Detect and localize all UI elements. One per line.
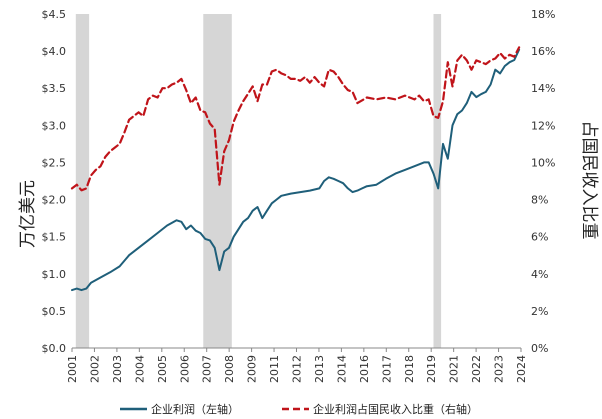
axis-ticks: $0.0 $0.5 $1.0 $1.5 $2.0 $2.5 $3.0 $3.5 $4.0 $4.5… xyxy=(42,8,556,383)
x-tick-label: 2007 xyxy=(201,355,214,383)
x-tick-label: 2016 xyxy=(358,355,371,383)
x-tick-label: 2019 xyxy=(425,355,438,383)
x-tick-label: 2011 xyxy=(268,355,281,383)
left-tick-label: $3.5 xyxy=(42,82,67,95)
x-tick-label: 2002 xyxy=(88,355,101,383)
series-line-share xyxy=(70,46,521,192)
right-tick-label: 10% xyxy=(531,156,555,169)
left-tick-label: $2.0 xyxy=(42,194,67,207)
legend-label-profit: 企业利润（左轴） xyxy=(151,402,239,416)
recession-band-2 xyxy=(433,14,442,348)
x-tick-label: 2003 xyxy=(111,355,124,383)
legend: 企业利润（左轴） 企业利润占国民收入比重（右轴） xyxy=(120,402,478,416)
recession-band-0 xyxy=(75,14,90,348)
legend-label-share: 企业利润占国民收入比重（右轴） xyxy=(313,402,478,416)
left-tick-label: $1.0 xyxy=(42,268,67,281)
x-tick-label: 2008 xyxy=(223,355,236,383)
left-tick-label: $4.0 xyxy=(42,45,67,58)
left-tick-label: $3.0 xyxy=(42,119,67,132)
x-tick-label: 2021 xyxy=(448,355,461,383)
x-tick-label: 2017 xyxy=(380,355,393,383)
series-line-profit xyxy=(71,48,521,292)
x-tick-label: 2023 xyxy=(493,355,506,383)
series-lines xyxy=(70,46,521,292)
right-tick-label: 2% xyxy=(531,305,548,318)
x-tick-label: 2012 xyxy=(291,355,304,383)
x-tick-label: 2024 xyxy=(515,355,528,383)
x-tick-label: 2009 xyxy=(246,355,259,383)
x-tick-label: 2022 xyxy=(470,355,483,383)
left-tick-label: $0.5 xyxy=(42,305,67,318)
x-tick-label: 2018 xyxy=(403,355,416,383)
x-tick-label: 2006 xyxy=(178,355,191,383)
left-tick-label: $1.5 xyxy=(42,231,67,244)
left-axis-title: 万亿美元 xyxy=(18,180,38,248)
right-axis-title: 占国民收入比重 xyxy=(579,121,599,240)
x-tick-label: 2001 xyxy=(66,355,79,383)
left-tick-label: $0.0 xyxy=(42,342,67,355)
left-tick-label: $2.5 xyxy=(42,156,67,169)
recession-bands xyxy=(75,14,442,348)
right-tick-label: 14% xyxy=(531,82,555,95)
right-tick-label: 4% xyxy=(531,268,548,281)
x-tick-label: 2014 xyxy=(335,355,348,383)
right-tick-label: 12% xyxy=(531,119,555,132)
recession-band-1 xyxy=(203,14,232,348)
x-tick-label: 2005 xyxy=(156,355,169,383)
right-tick-label: 16% xyxy=(531,45,555,58)
right-tick-label: 6% xyxy=(531,231,548,244)
right-tick-label: 0% xyxy=(531,342,548,355)
x-tick-label: 2004 xyxy=(133,355,146,383)
x-tick-label: 2013 xyxy=(313,355,326,383)
left-tick-label: $4.5 xyxy=(42,8,67,21)
right-tick-label: 8% xyxy=(531,194,548,207)
right-tick-label: 18% xyxy=(531,8,555,21)
